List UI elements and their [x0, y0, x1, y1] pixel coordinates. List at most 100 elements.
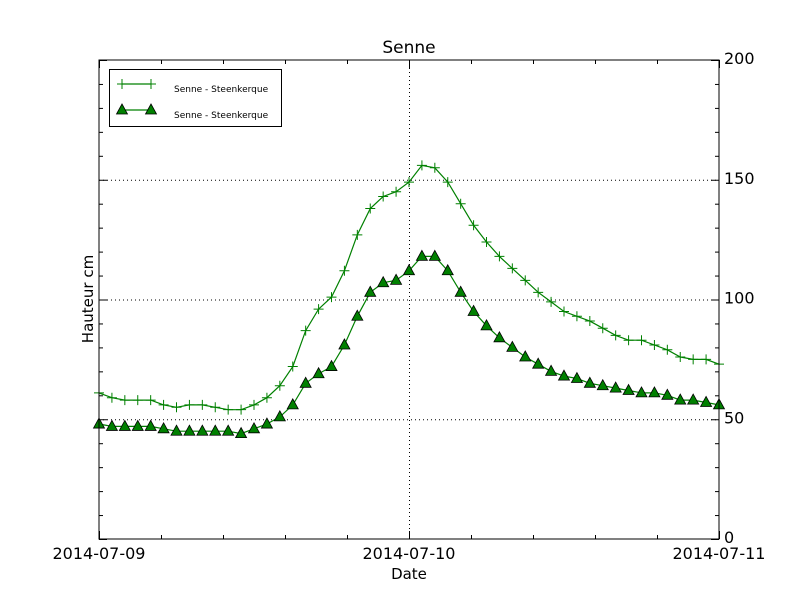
triangle-marker — [338, 338, 351, 350]
triangle-marker — [531, 357, 545, 369]
triangle-marker — [351, 309, 364, 321]
y-axis-label: Hauteur cm — [79, 255, 97, 343]
triangle-marker — [583, 376, 597, 388]
y-tick-label: 0 — [724, 528, 734, 547]
y-tick-label: 50 — [724, 408, 744, 427]
plus-marker — [416, 160, 427, 171]
ticks: 0 50 100 150 200 2014-07-09 2014-07-10 2014-07-… — [53, 49, 766, 563]
triangle-marker — [118, 419, 132, 431]
triangle-marker — [115, 103, 129, 115]
triangle-marker — [144, 103, 158, 115]
plus-marker — [468, 220, 479, 231]
triangle-marker — [544, 364, 558, 376]
series-1 — [94, 160, 724, 415]
plus-marker — [117, 79, 127, 89]
triangle-marker — [286, 398, 299, 410]
triangle-marker — [209, 424, 222, 436]
triangle-marker — [454, 285, 467, 297]
triangle-marker — [467, 304, 480, 316]
triangle-marker — [196, 424, 209, 436]
y-tick-label: 200 — [724, 49, 755, 68]
plus-marker — [610, 330, 621, 341]
triangle-marker — [506, 340, 519, 352]
plus-marker — [210, 402, 221, 413]
plus-marker — [236, 404, 247, 415]
triangle-marker — [183, 424, 196, 436]
plus-marker — [404, 177, 414, 188]
triangle-marker — [157, 421, 170, 434]
plus-marker — [571, 311, 582, 322]
triangle-marker — [428, 249, 442, 261]
plus-marker — [249, 399, 259, 410]
plus-marker — [106, 392, 117, 403]
plus-marker — [649, 340, 660, 351]
triangle-marker — [389, 273, 403, 285]
triangle-marker — [131, 419, 144, 431]
triangle-marker — [273, 410, 287, 422]
triangle-marker — [105, 419, 119, 431]
x-tick-label: 2014-07-10 — [363, 544, 456, 563]
plus-marker — [287, 361, 298, 372]
plus-marker — [701, 354, 712, 365]
triangle-marker — [622, 383, 635, 395]
triangle-marker — [364, 285, 377, 297]
triangle-marker — [247, 421, 261, 434]
plus-marker — [378, 191, 389, 202]
x-tick-label: 2014-07-09 — [53, 544, 146, 563]
legend-label-2: Senne - Steenkerque — [174, 111, 269, 121]
plus-marker — [559, 306, 569, 317]
plus-marker — [662, 344, 673, 355]
plus-marker — [171, 402, 182, 413]
triangle-marker — [661, 388, 674, 400]
plot-frame — [98, 59, 720, 540]
series-line — [98, 164, 720, 411]
plus-marker — [313, 304, 324, 315]
triangle-marker — [376, 275, 390, 288]
legend-label-1: Senne - Steenkerque — [174, 85, 269, 95]
triangle-marker — [312, 366, 325, 379]
plus-marker — [429, 162, 440, 173]
plus-marker — [339, 265, 350, 276]
x-tick-label: 2014-07-11 — [673, 544, 766, 563]
triangle-marker — [596, 378, 609, 391]
plus-marker — [326, 292, 337, 303]
triangle-marker — [441, 263, 454, 276]
plus-marker — [352, 229, 363, 240]
triangle-marker — [635, 386, 648, 398]
plus-marker — [145, 395, 156, 406]
triangle-marker — [221, 424, 235, 436]
triangle-marker — [699, 395, 713, 407]
plus-marker — [365, 203, 376, 214]
plus-marker — [688, 354, 699, 365]
legend: Senne - Steenkerque Senne - Steenkerque — [109, 69, 282, 127]
plus-marker — [636, 335, 647, 346]
plus-marker — [184, 399, 195, 410]
plus-marker — [261, 392, 272, 403]
plus-marker — [455, 198, 466, 209]
plus-marker — [481, 237, 492, 248]
plus-marker — [197, 399, 208, 410]
y-tick-label: 150 — [724, 169, 755, 188]
triangle-marker — [686, 393, 700, 405]
triangle-marker — [260, 417, 274, 429]
plus-marker — [274, 380, 285, 391]
plus-marker — [146, 79, 156, 89]
triangle-marker — [144, 419, 157, 431]
plus-marker — [546, 296, 557, 307]
plus-marker — [391, 186, 402, 197]
legend-box — [109, 69, 282, 127]
series-2 — [92, 249, 726, 439]
triangle-marker — [480, 319, 493, 331]
plus-marker — [119, 395, 130, 406]
plus-marker — [223, 404, 234, 415]
plus-marker — [520, 275, 531, 286]
triangle-marker — [570, 371, 584, 383]
triangle-marker — [557, 369, 571, 381]
plus-marker — [300, 325, 311, 336]
triangle-marker — [648, 386, 661, 398]
triangle-marker — [493, 330, 506, 343]
y-tick-label: 100 — [724, 289, 755, 308]
plus-marker — [584, 316, 595, 327]
plus-marker — [158, 399, 169, 410]
